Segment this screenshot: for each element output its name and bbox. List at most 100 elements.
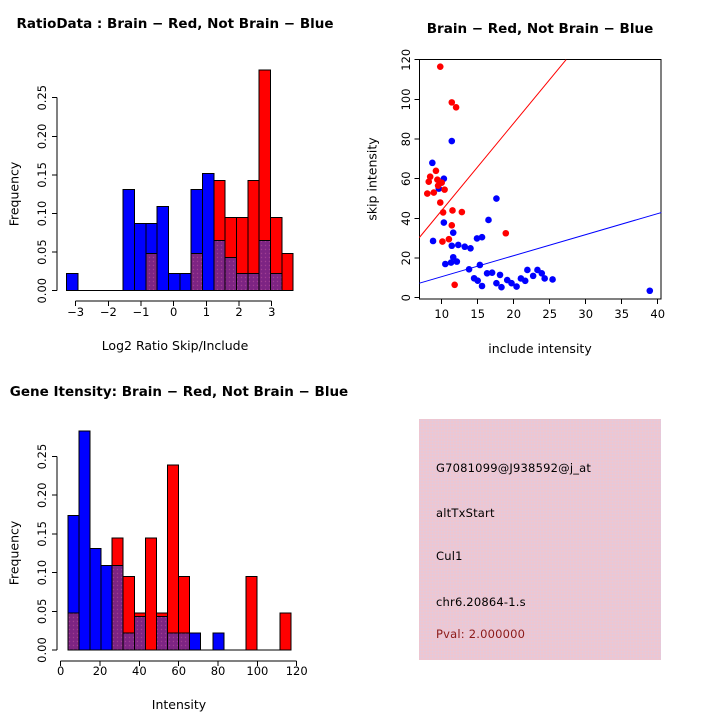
scatter-point-blue — [493, 279, 500, 287]
axis-tick-label: 80 — [399, 132, 413, 147]
hist-bar-overlap — [190, 253, 203, 292]
axis-tick-label: 0.00 — [35, 278, 49, 304]
regression-line-blue — [419, 212, 662, 284]
hist-bar-blue — [122, 189, 135, 292]
scatter-point-red — [432, 167, 440, 175]
scatter-point-blue — [478, 282, 486, 290]
gene-info-panel: G7081099@J938592@j_at altTxStart Cul1 ch… — [419, 419, 661, 660]
scatter-point-blue — [541, 275, 548, 282]
scatter-point-blue — [467, 245, 474, 252]
axis-tick-label: 0.20 — [35, 123, 49, 149]
hist-bar-blue — [89, 548, 102, 651]
hist-bar-blue — [133, 223, 147, 292]
scatter-point-blue — [465, 266, 473, 273]
hist-bar-blue — [188, 632, 201, 651]
scatter-point-blue — [524, 266, 531, 274]
axis-tick-label: 40 — [132, 664, 147, 678]
axis-tick-label: 100 — [399, 88, 413, 110]
hist-bar-overlap — [177, 632, 190, 651]
hist-bar-red — [281, 253, 294, 292]
scatter-ylabel: skip intensity — [364, 137, 380, 221]
axis-tick-label: 2 — [235, 305, 242, 319]
gene-hist-ylabel: Frequency — [6, 520, 22, 586]
scatter-point-blue — [529, 272, 537, 280]
axis-tick-label: 60 — [399, 171, 413, 186]
hist-bar-red — [166, 464, 179, 651]
axis-tick-label: 0.15 — [35, 521, 49, 547]
axis-tick-label: 0 — [57, 664, 64, 678]
scatter-point-blue — [453, 258, 461, 265]
axis-tick-label: −1 — [133, 305, 150, 319]
axis-tick-label: 80 — [211, 664, 226, 678]
scatter-point-blue — [474, 277, 482, 284]
event-type-text: altTxStart — [436, 506, 495, 520]
scatter-point-blue — [485, 216, 492, 224]
axis-tick-label: 0.05 — [35, 598, 49, 624]
scatter-point-blue — [454, 241, 462, 249]
scatter-point-red — [436, 199, 444, 206]
scatter-point-red — [452, 104, 460, 111]
hist-bar-overlap — [213, 240, 226, 292]
axis-tick-label: 0.25 — [35, 444, 49, 470]
hist-bar-overlap — [145, 253, 158, 292]
scatter-point-blue — [508, 279, 515, 287]
axis-tick-label: 35 — [614, 307, 629, 321]
scatter-point-red — [502, 229, 510, 237]
scatter-point-red — [425, 178, 433, 185]
scatter-point-red — [424, 190, 431, 197]
axis-tick-label: 15 — [470, 307, 485, 321]
axis-tick-label: 3 — [268, 305, 275, 319]
axis-tick-label: 0.10 — [35, 201, 49, 227]
ratio-hist-xlabel: Log2 Ratio Skip/Include — [101, 338, 249, 353]
axis-tick-label: 120 — [399, 49, 413, 71]
scatter-point-blue — [442, 260, 449, 268]
hist-bar-overlap — [122, 632, 135, 651]
scatter-point-red — [439, 209, 447, 216]
hist-bar-blue — [78, 430, 91, 651]
axis-tick-label: 0.05 — [35, 239, 49, 265]
scatter-point-red — [451, 281, 458, 289]
axis-tick-label: 40 — [399, 211, 413, 226]
hist-bar-blue — [212, 632, 225, 651]
hist-bar-overlap — [224, 257, 237, 292]
scatter-point-blue — [448, 137, 456, 145]
hist-bar-overlap — [155, 616, 168, 651]
hist-bar-blue — [66, 273, 79, 292]
scatter-point-blue — [493, 195, 500, 202]
gene-hist-xlabel: Intensity — [151, 697, 207, 712]
scatter-point-red — [448, 222, 456, 229]
axis-tick-label: 25 — [542, 307, 557, 321]
scatter-point-blue — [488, 269, 496, 277]
hist-bar-blue — [100, 565, 113, 651]
hist-bar-red — [279, 612, 292, 651]
hist-bar-blue — [179, 273, 192, 292]
hist-bar-red — [144, 537, 157, 651]
scatter-point-blue — [521, 277, 529, 285]
axis-tick-label: 20 — [93, 664, 108, 678]
hist-bar-overlap — [166, 632, 179, 651]
scatter-point-blue — [429, 237, 437, 245]
axis-tick-label: 10 — [434, 307, 449, 321]
axis-tick-label: 0.15 — [35, 162, 49, 188]
regression-line-red — [418, 59, 567, 238]
axis-tick-label: 0.10 — [35, 560, 49, 586]
hist-bar-overlap — [269, 273, 283, 292]
hist-bar-overlap — [67, 612, 80, 651]
scatter-point-blue — [496, 271, 504, 279]
axis-tick-label: 0.20 — [35, 482, 49, 508]
scatter-point-blue — [440, 219, 448, 226]
scatter-point-red — [449, 207, 456, 214]
scatter-point-blue — [461, 243, 469, 251]
hist-bar-overlap — [111, 565, 124, 651]
axis-tick-label: 0 — [170, 305, 177, 319]
hist-bar-overlap — [258, 240, 271, 292]
hist-bar-blue — [201, 172, 215, 292]
locus-text: chr6.20864-1.s — [436, 595, 526, 609]
axis-tick-label: 0 — [399, 294, 413, 301]
hist-bar-overlap — [133, 616, 146, 651]
hist-bar-red — [245, 575, 258, 651]
scatter-point-red — [426, 173, 434, 181]
axis-tick-label: 1 — [203, 305, 210, 319]
